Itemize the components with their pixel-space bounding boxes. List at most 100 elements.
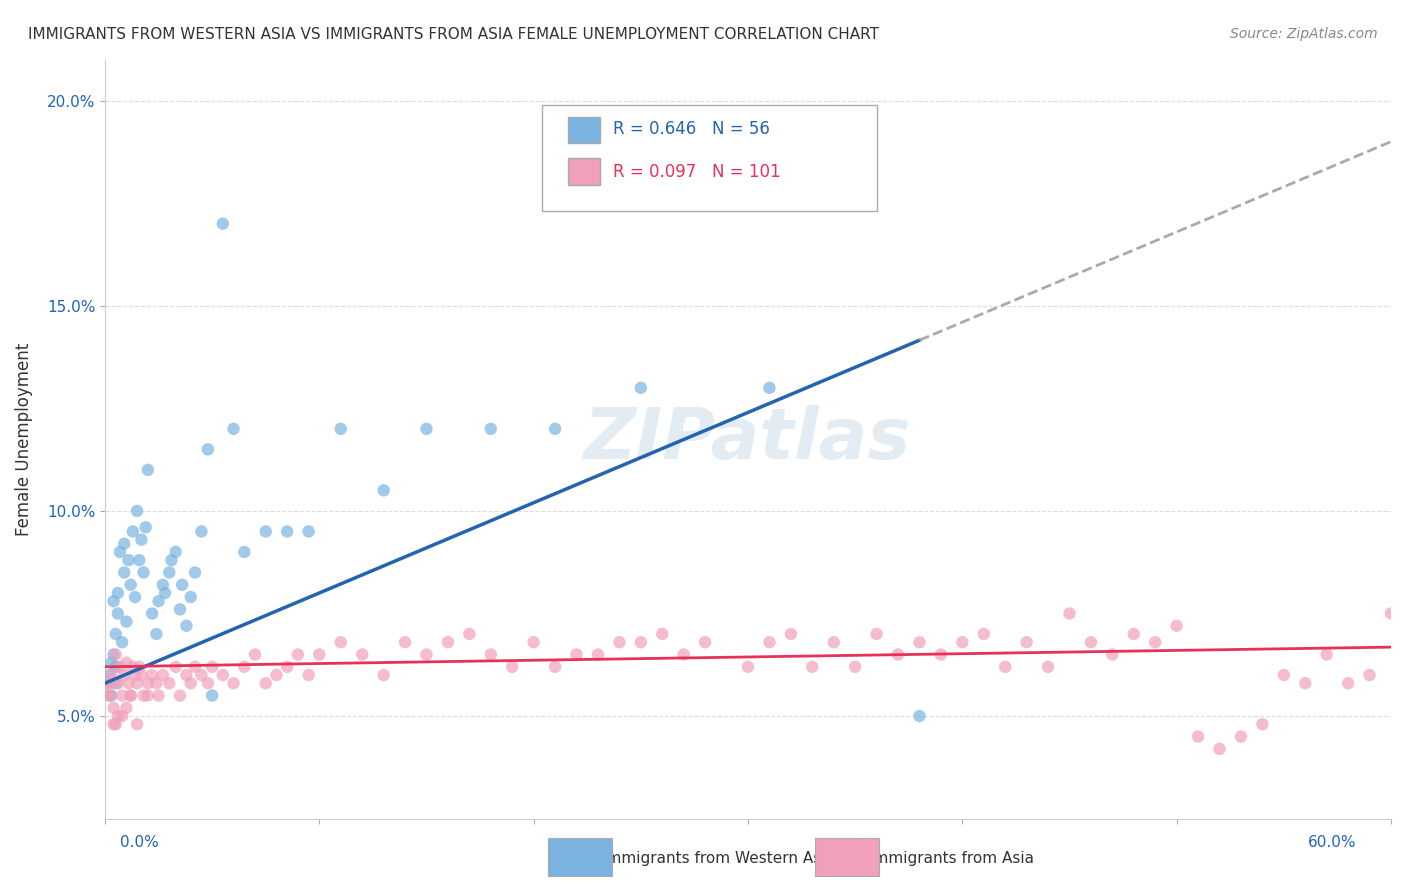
Y-axis label: Female Unemployment: Female Unemployment: [15, 343, 32, 536]
Point: [501, 660, 523, 674]
Point: [169, 602, 191, 616]
Point: [184, 660, 207, 674]
Point: [100, 689, 122, 703]
Point: [1337, 676, 1360, 690]
Point: [145, 627, 167, 641]
Point: [103, 701, 125, 715]
Text: R = 0.097   N = 101: R = 0.097 N = 101: [613, 163, 780, 181]
Point: [373, 483, 395, 498]
Point: [98, 668, 121, 682]
Point: [994, 660, 1017, 674]
Point: [104, 627, 127, 641]
Point: [100, 668, 122, 682]
Point: [1187, 730, 1209, 744]
Point: [1080, 635, 1102, 649]
Point: [1015, 635, 1038, 649]
Point: [132, 566, 155, 580]
FancyBboxPatch shape: [543, 105, 876, 211]
Point: [308, 648, 330, 662]
Point: [103, 594, 125, 608]
Point: [121, 524, 143, 539]
Point: [779, 627, 801, 641]
Point: [153, 586, 176, 600]
Point: [176, 619, 198, 633]
Point: [630, 635, 652, 649]
Point: [180, 676, 202, 690]
Point: [127, 676, 149, 690]
Point: [254, 524, 277, 539]
Point: [887, 648, 910, 662]
Point: [112, 537, 135, 551]
Point: [117, 553, 139, 567]
Point: [128, 660, 150, 674]
Point: [190, 668, 212, 682]
Point: [651, 627, 673, 641]
Point: [630, 381, 652, 395]
Point: [544, 660, 567, 674]
Point: [104, 717, 127, 731]
Point: [124, 590, 146, 604]
Point: [437, 635, 460, 649]
Point: [394, 635, 416, 649]
Point: [801, 660, 824, 674]
Point: [120, 689, 142, 703]
Point: [373, 668, 395, 682]
Point: [233, 545, 256, 559]
Point: [297, 524, 319, 539]
Point: [672, 648, 695, 662]
Point: [98, 689, 121, 703]
Point: [276, 524, 298, 539]
Point: [458, 627, 481, 641]
Point: [111, 689, 134, 703]
Point: [908, 635, 931, 649]
Point: [479, 422, 502, 436]
Point: [108, 545, 131, 559]
Point: [1166, 619, 1188, 633]
Point: [96, 676, 118, 690]
Point: [136, 676, 159, 690]
Point: [120, 689, 142, 703]
Point: [157, 676, 180, 690]
Point: [329, 635, 352, 649]
Point: [758, 635, 780, 649]
Point: [115, 701, 138, 715]
Point: [865, 627, 887, 641]
Point: [233, 660, 256, 674]
Text: ZIPatlas: ZIPatlas: [585, 405, 911, 474]
Point: [120, 578, 142, 592]
Point: [1272, 668, 1295, 682]
Point: [565, 648, 588, 662]
Point: [111, 635, 134, 649]
Point: [112, 668, 135, 682]
Point: [107, 709, 129, 723]
Point: [586, 648, 609, 662]
Point: [112, 566, 135, 580]
Point: [1101, 648, 1123, 662]
Point: [111, 709, 134, 723]
Text: Immigrants from Asia: Immigrants from Asia: [869, 851, 1033, 865]
Text: 0.0%: 0.0%: [120, 836, 159, 850]
Point: [98, 689, 121, 703]
Point: [115, 615, 138, 629]
Point: [201, 689, 224, 703]
Point: [823, 635, 845, 649]
Point: [104, 660, 127, 674]
Point: [107, 607, 129, 621]
Point: [1358, 668, 1381, 682]
Point: [1122, 627, 1144, 641]
Point: [544, 422, 567, 436]
Point: [131, 668, 153, 682]
Point: [121, 660, 143, 674]
Text: Immigrants from Western Asia: Immigrants from Western Asia: [602, 851, 835, 865]
Point: [479, 648, 502, 662]
Point: [1294, 676, 1316, 690]
Point: [212, 668, 235, 682]
Point: [136, 463, 159, 477]
Point: [297, 668, 319, 682]
Point: [243, 648, 266, 662]
Point: [100, 656, 122, 670]
Point: [950, 635, 973, 649]
Point: [184, 566, 207, 580]
Point: [127, 504, 149, 518]
Point: [172, 578, 194, 592]
